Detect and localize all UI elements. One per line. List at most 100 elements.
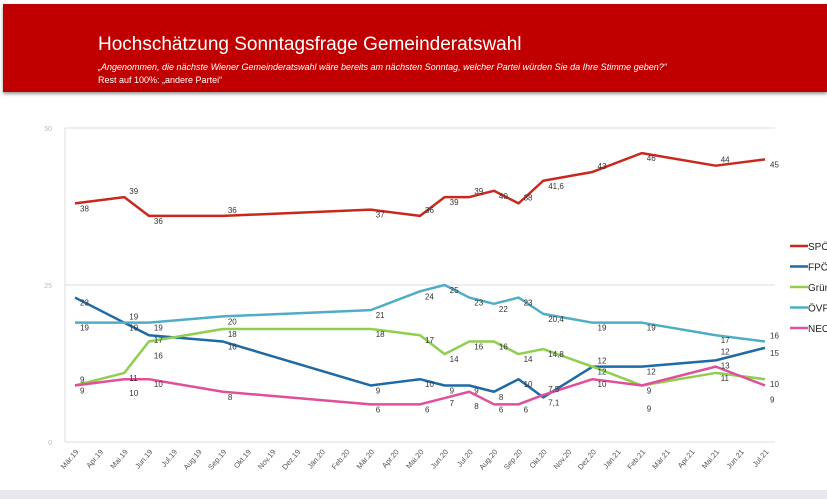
- x-tick-label: Apr.21: [676, 448, 697, 470]
- y-tick-label: 25: [44, 283, 52, 290]
- x-tick-label: Aug.20: [477, 448, 499, 472]
- data-label: 39: [129, 187, 138, 196]
- data-label: 23: [80, 299, 89, 308]
- x-tick-label: Nov.19: [256, 448, 278, 472]
- x-tick-label: Jun.21: [725, 448, 746, 471]
- data-label: 38: [524, 193, 533, 202]
- data-label: 39: [474, 187, 483, 196]
- x-tick-label: Apr.20: [380, 448, 401, 470]
- data-label: 19: [598, 324, 607, 333]
- data-label: 9: [376, 386, 381, 395]
- data-label: 45: [770, 160, 779, 169]
- data-label: 10: [154, 380, 163, 389]
- x-tick-label: Mai.19: [108, 448, 129, 471]
- series-line-SPÖ: [74, 151, 766, 218]
- data-label: 12: [647, 368, 656, 377]
- data-label: 19: [129, 313, 138, 322]
- y-tick-label: 50: [44, 126, 52, 133]
- data-label: 9: [647, 404, 652, 413]
- data-label: 19: [647, 324, 656, 333]
- data-label: 16: [770, 332, 779, 341]
- x-tick-label: Aug.19: [182, 448, 204, 472]
- series-line-NEOS: [74, 365, 766, 406]
- x-tick-label: Okt.19: [232, 448, 253, 471]
- x-tick-label: Dez.19: [280, 448, 302, 472]
- data-label: 20: [228, 317, 237, 326]
- data-label: 23: [524, 299, 533, 308]
- data-label: 6: [499, 405, 504, 414]
- data-label: 8: [474, 402, 479, 411]
- x-tick-label: Sep.20: [502, 448, 524, 472]
- x-tick-label: Sep.19: [206, 448, 228, 472]
- x-tick-label: Mai.21: [700, 448, 721, 471]
- data-label: 43: [598, 162, 607, 171]
- chart-subtitle: „Angenommen, die nächste Wiener Gemeinde…: [98, 62, 667, 72]
- x-tick-label: Jun.19: [133, 448, 154, 471]
- legend-label: Grüne: [808, 283, 827, 294]
- data-label: 21: [376, 311, 385, 320]
- data-label: 16: [154, 352, 163, 361]
- data-label: 46: [647, 154, 656, 163]
- data-label: 37: [376, 211, 385, 220]
- data-label: 19: [154, 324, 163, 333]
- chart-note: Rest auf 100%: „andere Partei“: [98, 75, 223, 85]
- data-label: 14: [450, 355, 459, 364]
- x-tick-label: Jul.19: [159, 448, 179, 469]
- data-label: 40: [499, 192, 508, 201]
- data-label: 38: [80, 204, 89, 213]
- data-label: 36: [425, 206, 434, 215]
- legend-label: FPÖ: [808, 262, 827, 274]
- x-tick-label: Dez.20: [576, 448, 598, 472]
- x-tick-label: Mär.19: [59, 448, 81, 471]
- data-label: 10: [770, 380, 779, 389]
- data-label: 8: [499, 393, 504, 402]
- data-label: 17: [425, 336, 434, 345]
- data-label: 9: [474, 386, 479, 395]
- data-label: 7,1: [548, 398, 560, 407]
- data-label: 18: [228, 330, 237, 339]
- data-label: 25: [450, 286, 459, 295]
- data-label: 16: [499, 343, 508, 352]
- data-label: 44: [721, 156, 730, 165]
- legend-label: ÖVP: [808, 303, 827, 315]
- x-tick-label: Jun.20: [429, 448, 450, 471]
- data-label: 22: [499, 305, 508, 314]
- x-tick-label: Feb.21: [625, 448, 647, 472]
- series-line-ÖVP: [75, 283, 766, 343]
- data-label: 20,4: [548, 315, 564, 324]
- data-label: 36: [154, 217, 163, 226]
- data-label: 12: [598, 357, 607, 366]
- data-label: 11: [721, 374, 730, 383]
- data-label: 16: [228, 343, 237, 352]
- data-label: 19: [80, 324, 89, 333]
- data-label: 17: [154, 336, 163, 345]
- series-line-Grüne: [74, 327, 766, 387]
- legend-label: NEOS: [808, 324, 827, 335]
- data-label: 12: [598, 368, 607, 377]
- data-label: 10: [129, 389, 138, 398]
- x-tick-label: Jul.20: [455, 448, 475, 469]
- data-label: 10: [598, 380, 607, 389]
- data-label: 39: [450, 198, 459, 207]
- header-banner: Hochschätzung Sonntagsfrage Gemeinderats…: [3, 4, 827, 92]
- x-tick-label: Feb.20: [330, 448, 352, 472]
- data-label: 10: [425, 380, 434, 389]
- y-tick-label: 0: [48, 440, 52, 447]
- data-label: 14,8: [548, 350, 564, 359]
- data-label: 9: [770, 395, 775, 404]
- data-label: 24: [425, 292, 434, 301]
- data-label: 9: [450, 386, 455, 395]
- data-label: 18: [376, 330, 385, 339]
- data-label: 12: [721, 348, 730, 357]
- data-label: 23: [474, 299, 483, 308]
- x-tick-label: Okt.20: [528, 448, 549, 471]
- x-tick-label: Jän.20: [306, 448, 327, 471]
- data-label: 36: [228, 206, 237, 215]
- data-label: 7,5: [548, 385, 560, 394]
- data-label: 17: [721, 336, 730, 345]
- data-label: 11: [129, 374, 138, 383]
- data-label: 41,6: [548, 182, 564, 191]
- chart-title: Hochschätzung Sonntagsfrage Gemeinderats…: [98, 34, 522, 55]
- data-label: 7: [450, 399, 455, 408]
